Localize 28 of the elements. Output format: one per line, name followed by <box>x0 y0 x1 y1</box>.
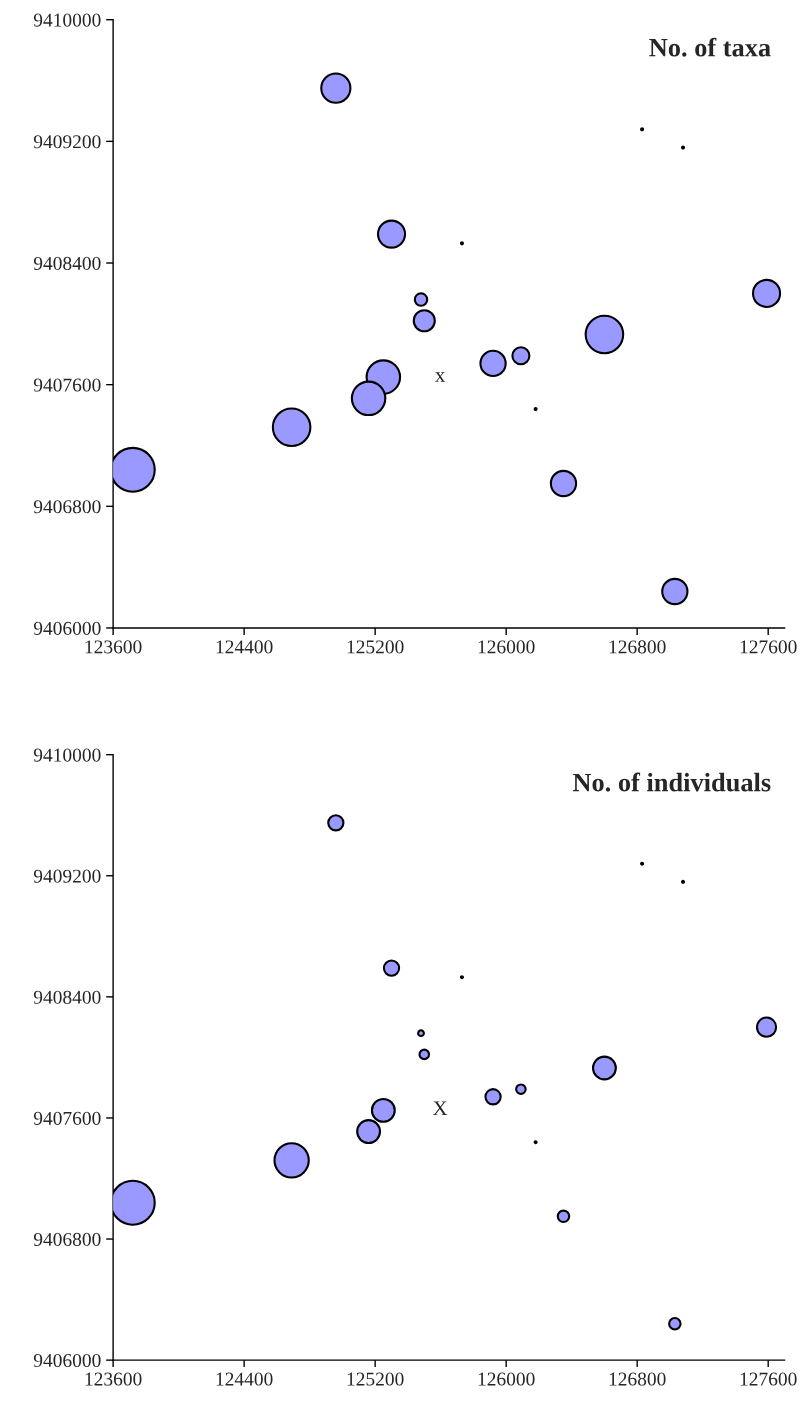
x-tick-label: 125200 <box>347 640 404 654</box>
y-tick-label: 9409200 <box>33 869 101 883</box>
y-tick-label: 9406800 <box>33 1232 101 1246</box>
annotation: X <box>433 1101 448 1116</box>
x-tick-label: 127600 <box>740 640 797 654</box>
text: No. of taxa <box>649 37 771 57</box>
y-tick-label: 9406000 <box>33 621 101 635</box>
x-tick-label: 124400 <box>216 640 273 654</box>
x-tick-label: 126000 <box>478 640 535 654</box>
text: No. of individuals <box>572 772 771 792</box>
y-tick-label: 9407600 <box>33 378 101 392</box>
y-tick-label: 9408400 <box>33 256 101 270</box>
x-tick-label: 125200 <box>347 1372 404 1386</box>
annotation: x <box>435 372 446 382</box>
x-tick-label: 126800 <box>609 640 666 654</box>
x-tick-label: 123600 <box>85 640 142 654</box>
y-tick-label: 9409200 <box>33 135 101 149</box>
x-tick-label: 126000 <box>478 1372 535 1386</box>
x-tick-label: 126800 <box>609 1372 666 1386</box>
y-tick-label: 9408400 <box>33 990 101 1004</box>
y-tick-label: 9410000 <box>33 13 101 27</box>
y-tick-label: 9410000 <box>33 748 101 762</box>
y-tick-label: 9406800 <box>33 500 101 514</box>
x-tick-label: 127600 <box>740 1372 797 1386</box>
x-tick-label: 123600 <box>85 1372 142 1386</box>
y-tick-label: 9406000 <box>33 1353 101 1368</box>
y-tick-label: 9407600 <box>33 1111 101 1125</box>
x-tick-label: 124400 <box>216 1372 273 1386</box>
